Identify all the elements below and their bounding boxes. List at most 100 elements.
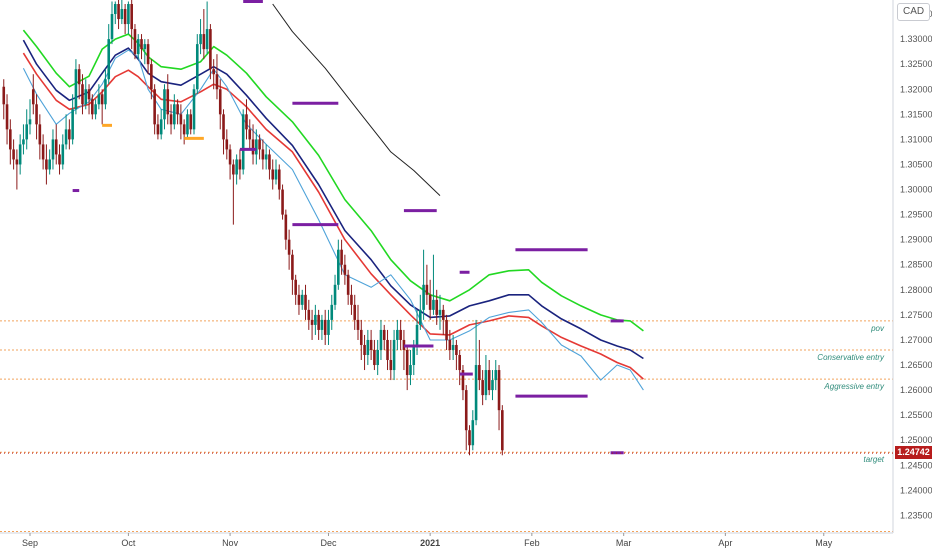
candle — [245, 99, 248, 140]
candle-body — [110, 14, 114, 40]
candle — [199, 19, 202, 55]
candle — [45, 144, 48, 185]
candle-body — [330, 304, 334, 320]
candle-body — [68, 129, 71, 140]
candle-body — [291, 254, 294, 280]
candle-body — [166, 89, 170, 115]
y-tick-label: 1.31500 — [900, 109, 932, 119]
candle — [2, 79, 6, 120]
candle — [448, 329, 452, 361]
candle — [5, 94, 9, 145]
candle — [389, 339, 393, 381]
candle — [353, 294, 357, 330]
candle-body — [340, 249, 343, 265]
candle-body — [392, 339, 396, 371]
candle-body — [218, 89, 222, 115]
candle-body — [140, 39, 143, 50]
candle-body — [130, 4, 133, 30]
candle-body — [323, 319, 327, 335]
candle-body — [455, 344, 458, 355]
candle — [350, 284, 353, 315]
candle-body — [64, 129, 68, 145]
candle-body — [91, 99, 94, 115]
candle-body — [25, 124, 29, 140]
currency-badge[interactable]: CAD — [897, 3, 931, 21]
candle — [9, 119, 12, 165]
x-tick-label: May — [815, 538, 833, 548]
candle-body — [320, 319, 324, 330]
candle — [432, 254, 435, 315]
candle — [94, 99, 97, 120]
candle-body — [389, 360, 393, 371]
candle — [327, 309, 330, 345]
candle — [22, 124, 25, 155]
candle-body — [448, 339, 452, 350]
candle-body — [425, 284, 429, 295]
candle — [487, 360, 491, 396]
candle — [369, 329, 373, 361]
candle-body — [307, 309, 311, 320]
candle — [12, 139, 15, 170]
candle-body — [481, 380, 484, 396]
candle — [218, 79, 222, 130]
candle — [238, 149, 242, 180]
candle — [346, 269, 350, 305]
y-tick-label: 1.32500 — [900, 59, 932, 69]
candle — [195, 34, 199, 95]
candle — [104, 69, 107, 110]
candle — [97, 84, 101, 110]
candle-body — [189, 114, 193, 130]
candle — [441, 304, 445, 335]
candle-body — [35, 104, 38, 125]
candle — [409, 349, 412, 386]
candle — [340, 239, 343, 275]
candle — [337, 239, 340, 290]
candle — [107, 24, 111, 85]
candle — [153, 84, 156, 135]
candle-body — [146, 44, 150, 65]
candle — [31, 74, 35, 115]
candle-body — [484, 370, 488, 396]
candle — [304, 284, 307, 320]
candle — [100, 89, 104, 125]
candle — [415, 309, 419, 355]
ema_outer-line — [22, 29, 644, 332]
candle — [497, 365, 501, 431]
candle — [248, 119, 252, 150]
y-tick-label: 1.27500 — [900, 310, 932, 320]
candle-body — [179, 114, 183, 125]
candle — [120, 0, 124, 25]
candle-body — [405, 349, 409, 376]
candle — [323, 309, 327, 345]
candle — [156, 114, 160, 140]
candle-body — [9, 129, 12, 150]
candle-body — [274, 169, 278, 180]
x-tick-label: Apr — [718, 538, 732, 548]
candle — [150, 59, 153, 100]
candle — [127, 1, 130, 35]
candle — [84, 79, 88, 110]
candle — [382, 324, 386, 350]
candle-body — [123, 9, 127, 25]
candle-body — [199, 34, 202, 45]
candle-body — [468, 430, 471, 446]
candle — [241, 109, 245, 175]
candle-body — [491, 380, 494, 391]
candle-body — [402, 339, 406, 350]
candle — [202, 9, 206, 60]
candle — [117, 0, 120, 30]
candle-body — [94, 104, 97, 115]
candle — [494, 360, 498, 391]
candle-body — [245, 114, 248, 130]
candle — [140, 34, 143, 60]
candle-body — [396, 329, 399, 340]
candle — [123, 4, 127, 35]
candle — [386, 329, 389, 371]
candle — [484, 354, 488, 401]
y-tick-label: 1.23500 — [900, 510, 932, 520]
x-tick-label: Mar — [616, 538, 632, 548]
y-tick-label: 1.29500 — [900, 210, 932, 220]
